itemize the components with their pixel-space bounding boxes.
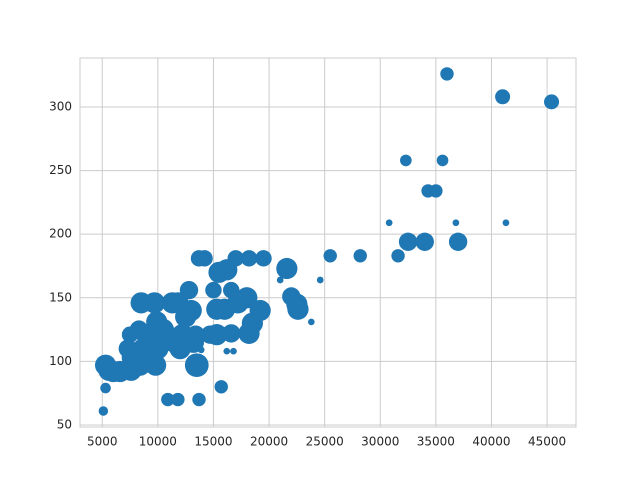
point: [436, 154, 449, 167]
point: [145, 354, 167, 376]
y-tick-label: 250: [49, 163, 72, 177]
x-tick-label: 20000: [250, 435, 288, 449]
x-tick-label: 5000: [87, 435, 118, 449]
point: [276, 257, 298, 280]
point: [391, 249, 405, 263]
point: [448, 232, 468, 251]
point: [161, 392, 175, 407]
point: [238, 322, 260, 344]
point: [186, 325, 205, 344]
point: [323, 249, 337, 263]
point: [208, 261, 230, 283]
point: [415, 232, 434, 251]
point: [240, 250, 258, 267]
point: [205, 281, 222, 299]
y-tick-label: 50: [57, 417, 72, 431]
point: [206, 298, 228, 320]
point: [130, 292, 152, 314]
x-tick-label: 35000: [417, 435, 455, 449]
point: [138, 338, 160, 360]
point: [184, 353, 209, 378]
point: [398, 232, 418, 251]
point: [192, 392, 206, 407]
point: [287, 298, 309, 320]
point: [495, 89, 511, 105]
point: [171, 324, 193, 346]
point: [400, 154, 412, 167]
point: [276, 276, 284, 284]
point: [316, 276, 324, 284]
y-tick-label: 200: [49, 227, 72, 241]
point: [98, 406, 109, 416]
point: [98, 359, 120, 381]
x-tick-label: 45000: [528, 435, 566, 449]
point: [255, 250, 272, 267]
point: [440, 67, 454, 81]
point: [307, 318, 315, 326]
point: [167, 292, 189, 314]
y-tick-label: 150: [49, 290, 72, 304]
point: [230, 347, 237, 355]
point: [452, 219, 460, 227]
point: [214, 380, 228, 394]
point: [385, 219, 393, 227]
point: [544, 94, 560, 110]
point: [200, 325, 220, 344]
x-tick-label: 40000: [472, 435, 510, 449]
x-tick-label: 15000: [194, 435, 232, 449]
point: [429, 184, 443, 198]
point: [152, 318, 175, 341]
point: [353, 249, 367, 263]
x-tick-label: 10000: [139, 435, 177, 449]
point: [129, 320, 149, 339]
y-tick-label: 100: [49, 354, 72, 368]
point: [171, 392, 185, 407]
x-tick-label: 25000: [306, 435, 344, 449]
point: [196, 250, 213, 267]
x-tick-label: 30000: [361, 435, 399, 449]
point: [223, 347, 231, 355]
y-tick-label: 300: [49, 99, 72, 113]
point: [502, 219, 510, 227]
point: [100, 382, 111, 394]
